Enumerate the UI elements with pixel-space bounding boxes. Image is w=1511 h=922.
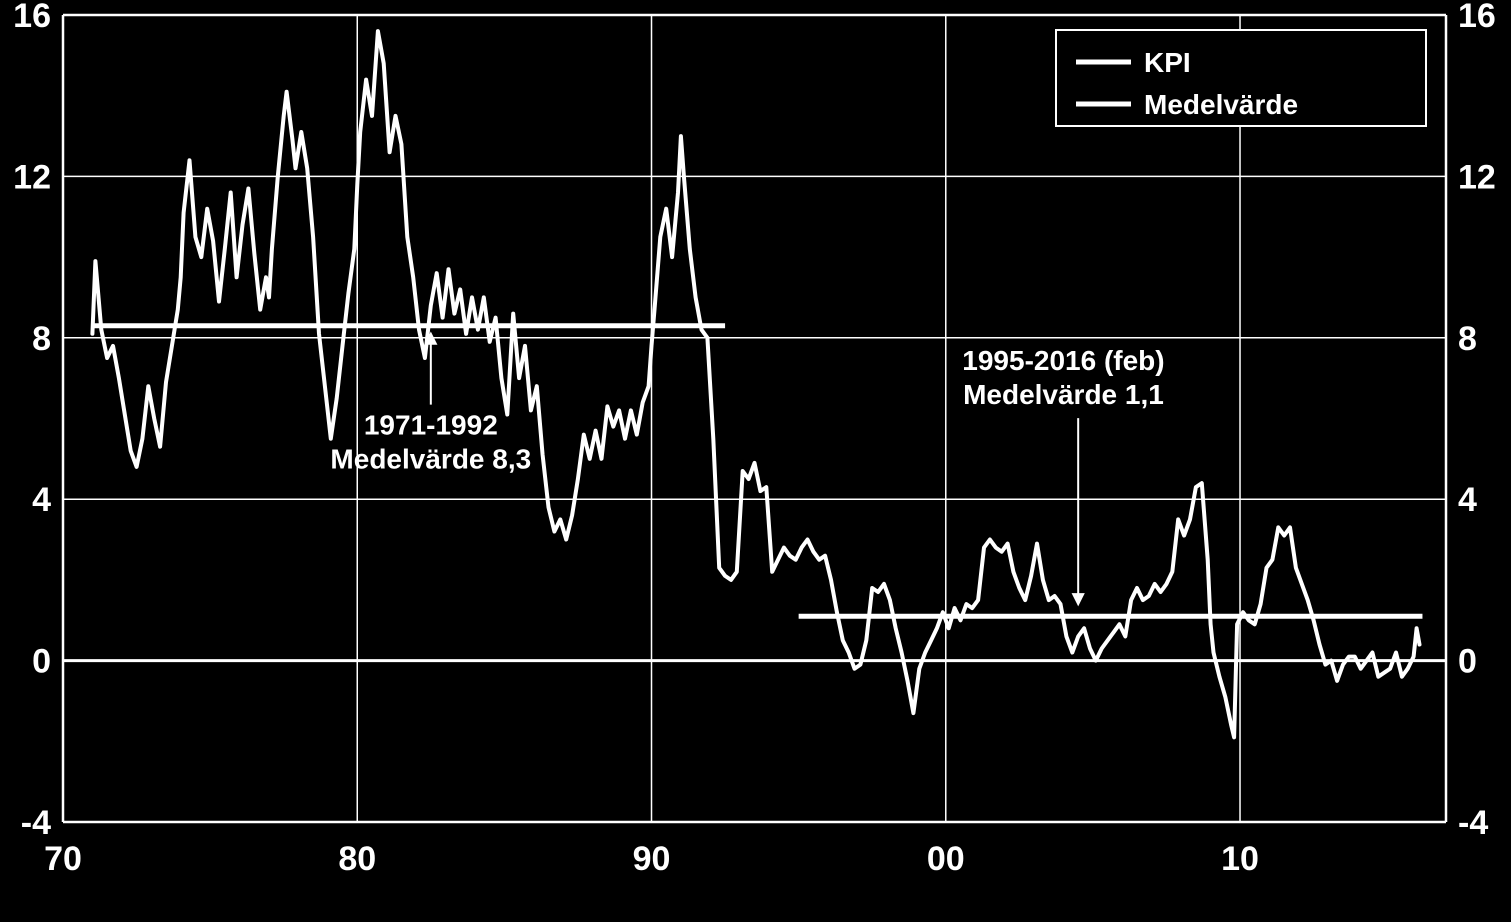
svg-text:8: 8 <box>32 320 51 358</box>
svg-text:0: 0 <box>32 643 51 681</box>
svg-text:0: 0 <box>1458 643 1477 681</box>
annotation-line1-0: 1971-1992 <box>364 410 498 441</box>
svg-text:12: 12 <box>13 158 51 196</box>
annotation-line2-1: Medelvärde 1,1 <box>963 379 1164 410</box>
svg-text:-4: -4 <box>1458 804 1488 842</box>
svg-text:90: 90 <box>633 840 671 878</box>
svg-text:70: 70 <box>44 840 82 878</box>
legend-item-1: Medelvärde <box>1144 89 1298 120</box>
svg-text:4: 4 <box>1458 481 1477 519</box>
chart-container: -4-40044881212161670809000101971-1992Med… <box>0 0 1511 922</box>
annotation-line2-0: Medelvärde 8,3 <box>330 444 531 475</box>
svg-text:12: 12 <box>1458 158 1496 196</box>
svg-text:-4: -4 <box>21 804 51 842</box>
annotation-line1-1: 1995-2016 (feb) <box>962 345 1164 376</box>
svg-text:8: 8 <box>1458 320 1477 358</box>
chart-svg: -4-40044881212161670809000101971-1992Med… <box>0 0 1511 922</box>
svg-text:00: 00 <box>927 840 965 878</box>
legend-item-0: KPI <box>1144 47 1191 78</box>
svg-text:80: 80 <box>338 840 376 878</box>
svg-text:10: 10 <box>1221 840 1259 878</box>
svg-text:16: 16 <box>13 0 51 35</box>
svg-text:16: 16 <box>1458 0 1496 35</box>
svg-text:4: 4 <box>32 481 51 519</box>
